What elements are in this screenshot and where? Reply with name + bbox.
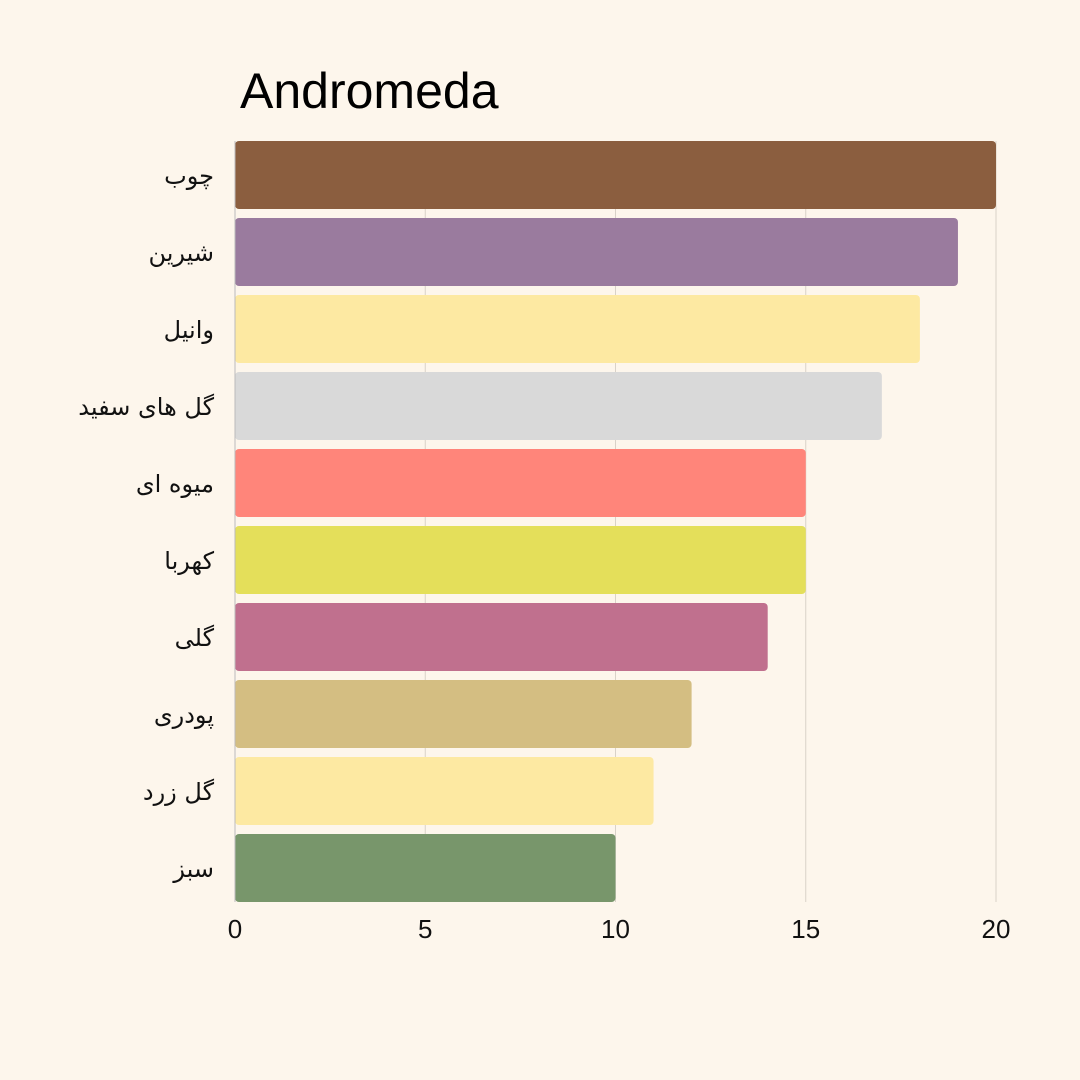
bar	[235, 372, 882, 440]
bar	[235, 757, 654, 825]
y-tick-label: گلی	[175, 624, 215, 652]
bar	[235, 141, 996, 209]
x-tick-label: 15	[791, 914, 820, 944]
y-tick-label: پودری	[154, 701, 214, 729]
chart-title: Andromeda	[240, 63, 499, 119]
bar	[235, 449, 806, 517]
bar	[235, 680, 692, 748]
x-tick-label: 10	[601, 914, 630, 944]
y-tick-label: گل زرد	[143, 778, 215, 806]
bar	[235, 834, 616, 902]
bar	[235, 295, 920, 363]
y-tick-label: گل های سفید	[78, 393, 214, 421]
y-tick-label: میوه ای	[136, 470, 214, 498]
bar	[235, 603, 768, 671]
y-tick-label: چوب	[164, 162, 214, 190]
x-tick-label: 0	[228, 914, 242, 944]
y-tick-label: وانیل	[164, 316, 214, 344]
bar	[235, 218, 958, 286]
x-tick-label: 5	[418, 914, 432, 944]
y-tick-label: کهربا	[164, 547, 214, 575]
y-tick-label: سبز	[172, 855, 214, 883]
x-tick-label: 20	[982, 914, 1011, 944]
bar	[235, 526, 806, 594]
y-tick-label: شیرین	[148, 239, 214, 267]
